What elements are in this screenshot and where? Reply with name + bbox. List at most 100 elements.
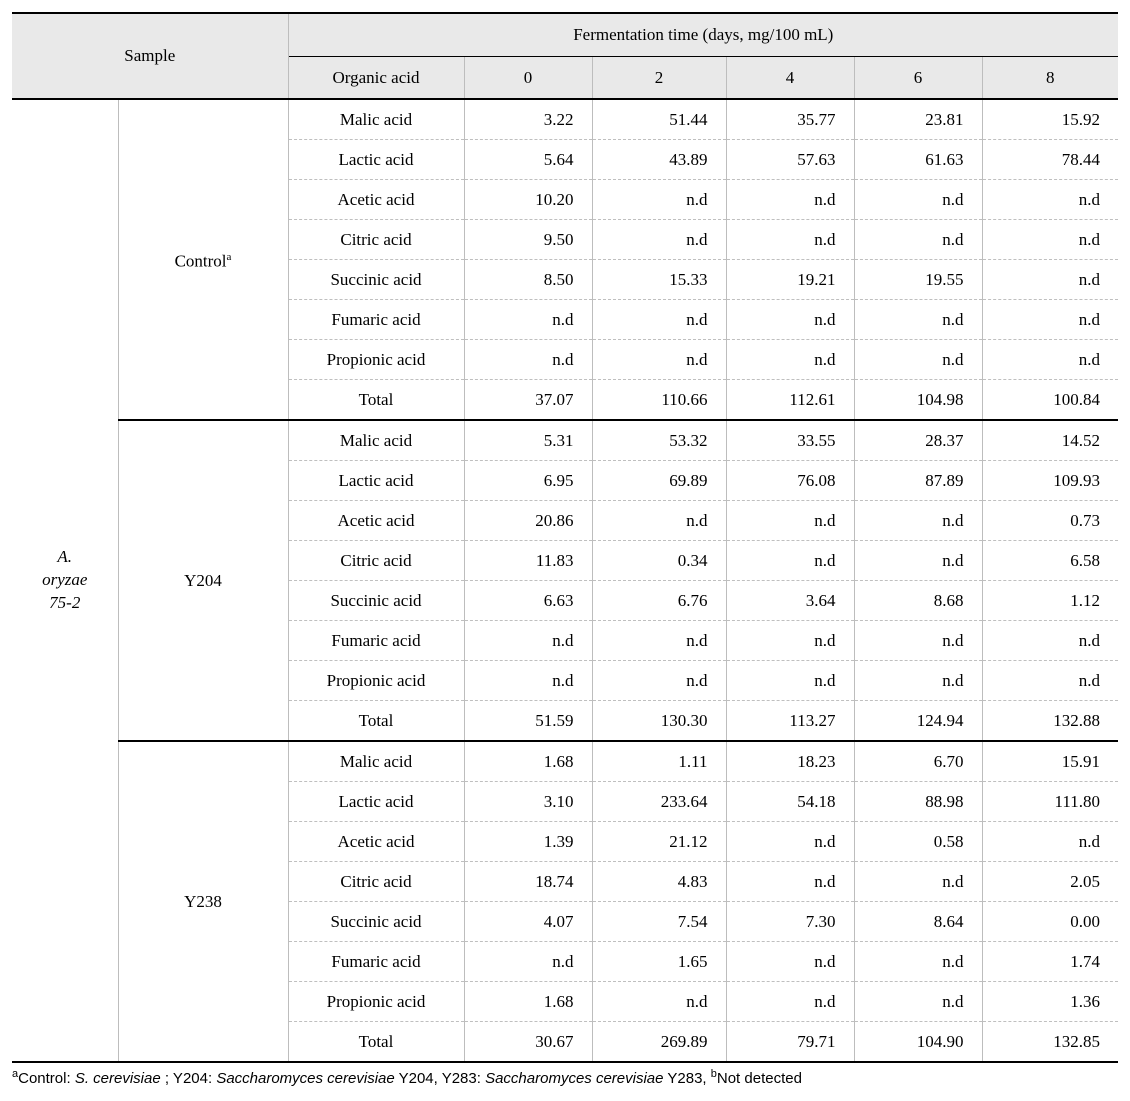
header-day-8: 8 (982, 57, 1118, 100)
value-cell: 11.83 (464, 541, 592, 581)
value-cell: n.d (464, 942, 592, 982)
value-cell: n.d (982, 300, 1118, 340)
header-day-6: 6 (854, 57, 982, 100)
value-cell: 43.89 (592, 140, 726, 180)
value-cell: 79.71 (726, 1022, 854, 1063)
acid-label: Succinic acid (288, 260, 464, 300)
value-cell: 124.94 (854, 701, 982, 742)
footnote-control: Control: (18, 1070, 75, 1087)
value-cell: 1.11 (592, 741, 726, 782)
value-cell: n.d (726, 180, 854, 220)
sample-group-label: Y238 (118, 741, 288, 1062)
value-cell: 6.70 (854, 741, 982, 782)
value-cell: 0.58 (854, 822, 982, 862)
value-cell: n.d (854, 661, 982, 701)
value-cell: 10.20 (464, 180, 592, 220)
value-cell: n.d (592, 340, 726, 380)
table-body: A.oryzae75-2ControlaMalic acid3.2251.443… (12, 99, 1118, 1062)
value-cell: 21.12 (592, 822, 726, 862)
acid-label: Citric acid (288, 541, 464, 581)
header-day-4: 4 (726, 57, 854, 100)
header-ferm-time: Fermentation time (days, mg/100 mL) (288, 13, 1118, 57)
value-cell: 1.68 (464, 741, 592, 782)
acid-label: Succinic acid (288, 581, 464, 621)
acid-label: Fumaric acid (288, 300, 464, 340)
footnote-y283-species: Saccharomyces cerevisiae (485, 1070, 663, 1087)
header-sample: Sample (12, 13, 288, 99)
footnote-sep1: ; Y204: (161, 1070, 217, 1087)
value-cell: n.d (854, 300, 982, 340)
value-cell: n.d (854, 180, 982, 220)
value-cell: n.d (592, 661, 726, 701)
acid-label: Propionic acid (288, 661, 464, 701)
value-cell: 35.77 (726, 99, 854, 140)
value-cell: n.d (854, 942, 982, 982)
value-cell: 61.63 (854, 140, 982, 180)
footnote-nd: Not detected (717, 1070, 802, 1087)
value-cell: 87.89 (854, 461, 982, 501)
value-cell: n.d (726, 942, 854, 982)
value-cell: 104.98 (854, 380, 982, 421)
value-cell: n.d (726, 862, 854, 902)
value-cell: n.d (592, 982, 726, 1022)
acid-label: Malic acid (288, 420, 464, 461)
value-cell: 233.64 (592, 782, 726, 822)
value-cell: 7.30 (726, 902, 854, 942)
value-cell: 15.91 (982, 741, 1118, 782)
value-cell: n.d (982, 340, 1118, 380)
header-organic-acid: Organic acid (288, 57, 464, 100)
value-cell: n.d (854, 340, 982, 380)
acid-label: Acetic acid (288, 180, 464, 220)
value-cell: 19.55 (854, 260, 982, 300)
value-cell: 28.37 (854, 420, 982, 461)
value-cell: n.d (464, 340, 592, 380)
value-cell: 0.34 (592, 541, 726, 581)
value-cell: n.d (464, 661, 592, 701)
value-cell: 18.74 (464, 862, 592, 902)
value-cell: 100.84 (982, 380, 1118, 421)
footnote-y204-tail: Y204, Y283: (395, 1070, 485, 1087)
value-cell: n.d (982, 260, 1118, 300)
value-cell: 1.65 (592, 942, 726, 982)
value-cell: 132.85 (982, 1022, 1118, 1063)
value-cell: n.d (464, 621, 592, 661)
value-cell: n.d (464, 300, 592, 340)
value-cell: n.d (982, 180, 1118, 220)
value-cell: n.d (982, 822, 1118, 862)
value-cell: 5.31 (464, 420, 592, 461)
acid-label: Lactic acid (288, 782, 464, 822)
value-cell: n.d (726, 621, 854, 661)
value-cell: 4.07 (464, 902, 592, 942)
organic-acid-table: Sample Fermentation time (days, mg/100 m… (12, 12, 1118, 1063)
value-cell: n.d (726, 501, 854, 541)
value-cell: 104.90 (854, 1022, 982, 1063)
value-cell: 15.33 (592, 260, 726, 300)
value-cell: 1.68 (464, 982, 592, 1022)
acid-label: Total (288, 701, 464, 742)
value-cell: 1.74 (982, 942, 1118, 982)
value-cell: 88.98 (854, 782, 982, 822)
value-cell: 20.86 (464, 501, 592, 541)
value-cell: 18.23 (726, 741, 854, 782)
value-cell: n.d (854, 220, 982, 260)
value-cell: n.d (726, 661, 854, 701)
acid-label: Malic acid (288, 99, 464, 140)
value-cell: n.d (726, 822, 854, 862)
value-cell: 113.27 (726, 701, 854, 742)
table-header: Sample Fermentation time (days, mg/100 m… (12, 13, 1118, 99)
value-cell: 111.80 (982, 782, 1118, 822)
table-row: Y238Malic acid1.681.1118.236.7015.91 (12, 741, 1118, 782)
value-cell: 9.50 (464, 220, 592, 260)
value-cell: 3.64 (726, 581, 854, 621)
value-cell: 109.93 (982, 461, 1118, 501)
acid-label: Total (288, 1022, 464, 1063)
sample-group-label: Controla (118, 99, 288, 420)
footnote-control-species: S. cerevisiae (75, 1070, 161, 1087)
value-cell: 57.63 (726, 140, 854, 180)
value-cell: 5.64 (464, 140, 592, 180)
value-cell: 0.00 (982, 902, 1118, 942)
value-cell: n.d (592, 300, 726, 340)
value-cell: 4.83 (592, 862, 726, 902)
value-cell: n.d (726, 541, 854, 581)
value-cell: n.d (592, 621, 726, 661)
